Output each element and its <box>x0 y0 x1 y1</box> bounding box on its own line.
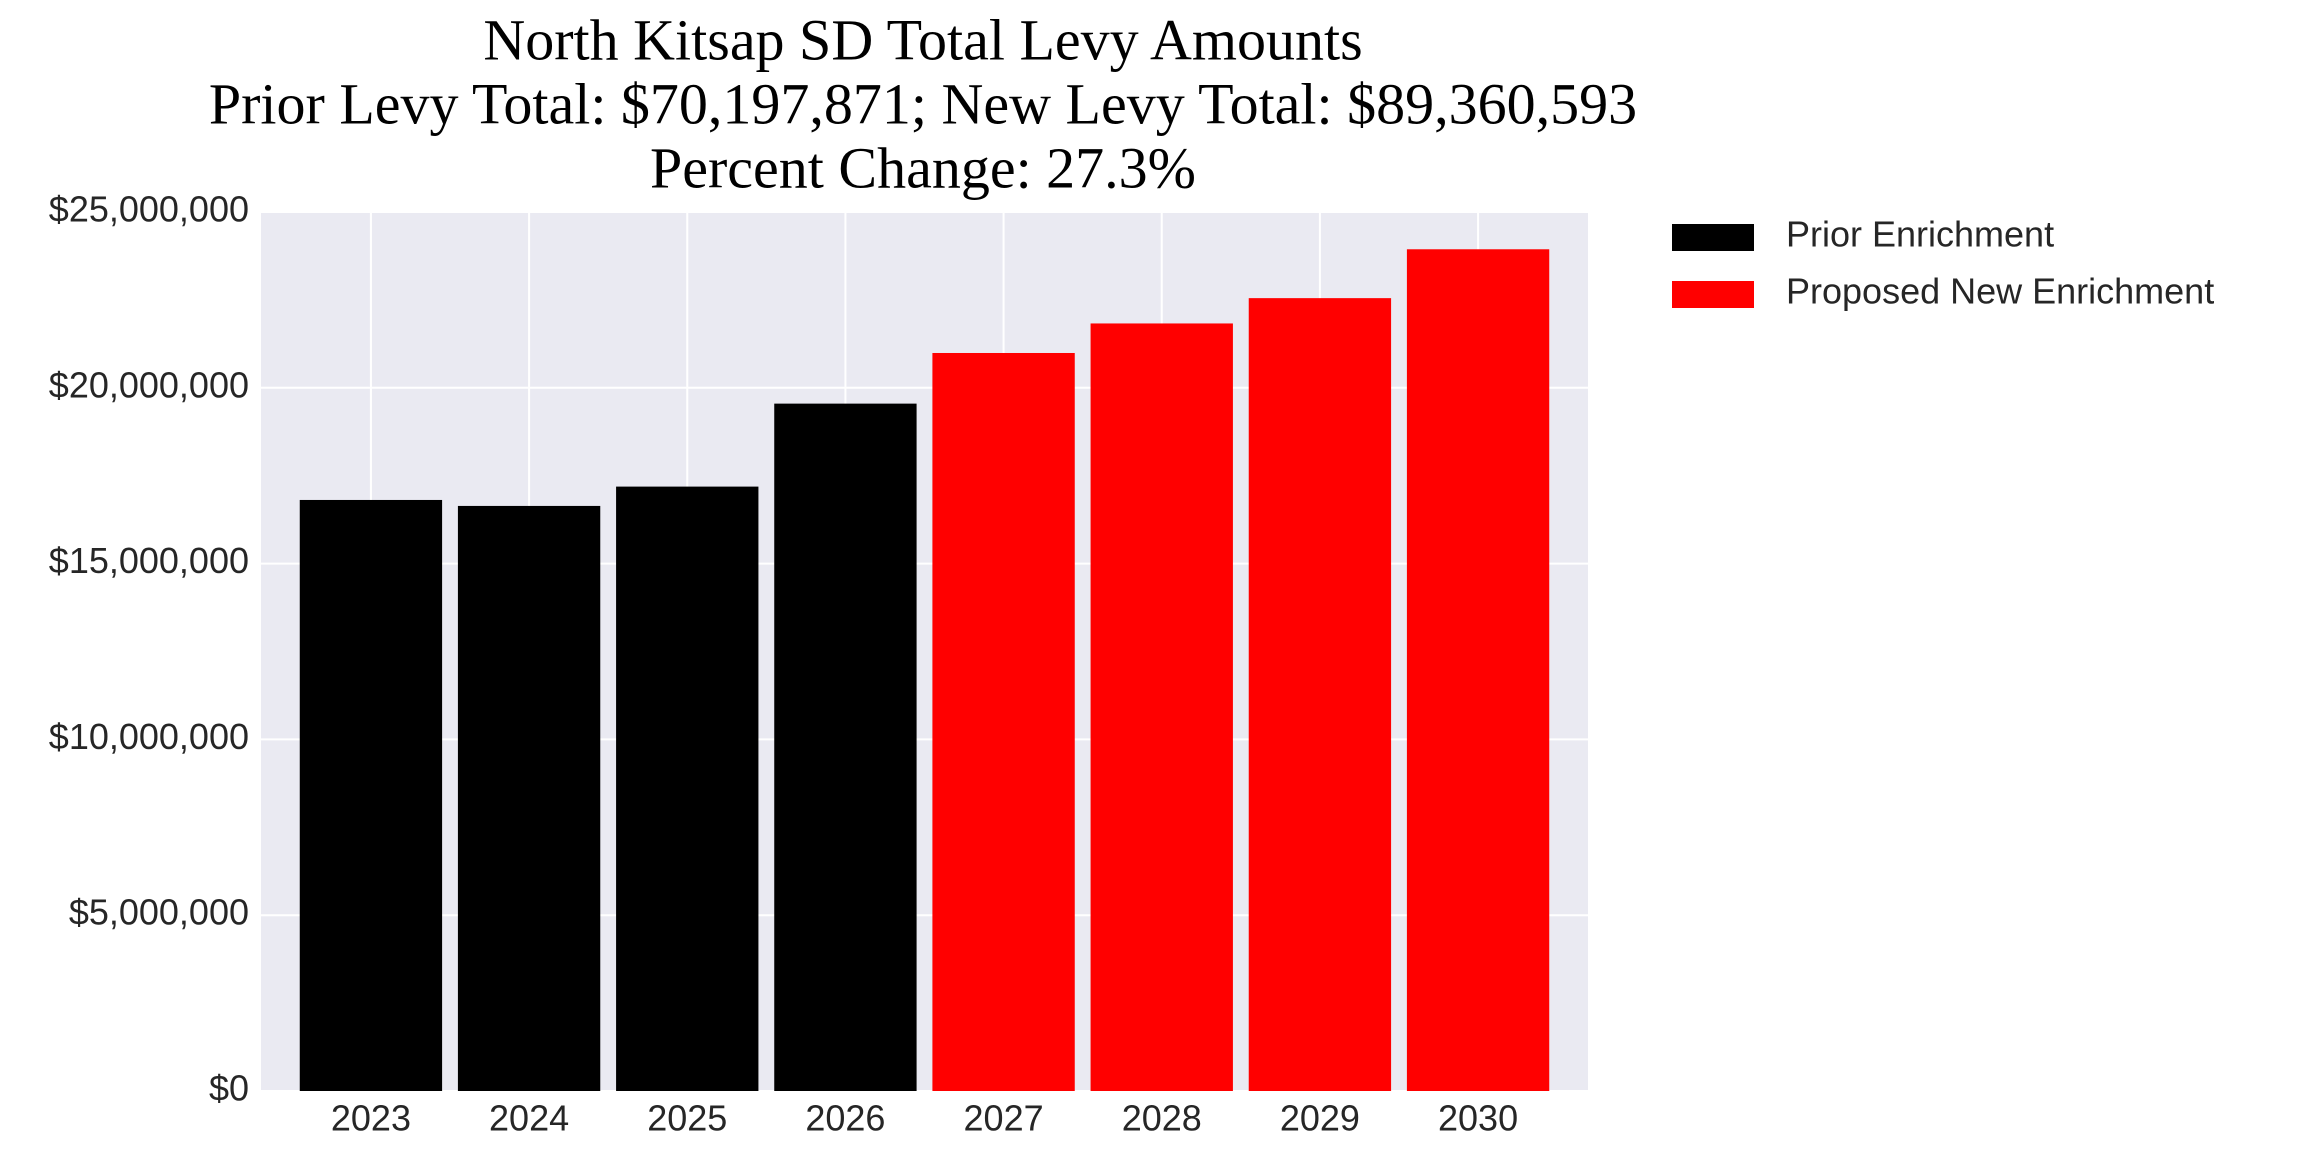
x-tick-label: 2027 <box>964 1098 1044 1139</box>
y-tick-label: $25,000,000 <box>49 189 249 230</box>
bar <box>616 486 759 1091</box>
bar <box>1406 249 1550 1091</box>
y-tick-label: $15,000,000 <box>49 540 249 581</box>
legend-swatch <box>1672 224 1754 251</box>
y-tick-label: $0 <box>209 1068 249 1109</box>
y-tick-label: $10,000,000 <box>49 716 249 757</box>
x-tick-label: 2029 <box>1280 1098 1360 1139</box>
bar <box>457 505 601 1091</box>
legend-swatch <box>1672 281 1754 308</box>
x-tick-label: 2023 <box>331 1098 411 1139</box>
bar <box>299 499 443 1091</box>
legend-label: Prior Enrichment <box>1786 214 2054 255</box>
chart-subtitle: Prior Levy Total: $70,197,871; New Levy … <box>209 71 1637 136</box>
bar <box>1090 323 1233 1091</box>
x-tick-label: 2026 <box>805 1098 885 1139</box>
bar <box>774 403 917 1091</box>
x-tick-label: 2030 <box>1438 1098 1518 1139</box>
x-tick-label: 2028 <box>1122 1098 1202 1139</box>
chart-subtitle: Percent Change: 27.3% <box>650 135 1196 200</box>
x-tick-label: 2025 <box>647 1098 727 1139</box>
bar <box>1248 298 1392 1092</box>
y-tick-label: $20,000,000 <box>49 364 249 405</box>
legend-label: Proposed New Enrichment <box>1786 271 2214 312</box>
bar <box>932 352 1075 1092</box>
x-tick-label: 2024 <box>489 1098 569 1139</box>
y-tick-label: $5,000,000 <box>69 892 249 933</box>
chart-title: North Kitsap SD Total Levy Amounts <box>483 7 1362 72</box>
